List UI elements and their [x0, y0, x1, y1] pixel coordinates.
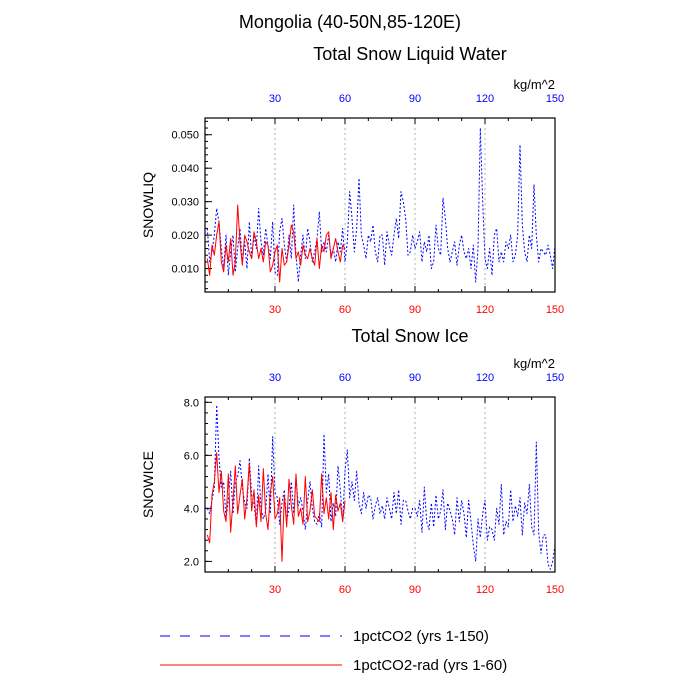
- snowliq-panel: Total Snow Liquid Water kg/m^2 30 30 60 60 90 9…: [140, 44, 564, 316]
- snowliq-units-label: kg/m^2: [513, 77, 555, 92]
- legend-label-1pctco2-rad: 1pctCO2-rad (yrs 1-60): [353, 657, 507, 674]
- snowice-ytick-label: 6.0: [184, 450, 199, 462]
- snowliq-xtick-label-bottom: 30: [269, 304, 281, 316]
- snowliq-series-1pctco2-line: [206, 127, 556, 283]
- snowice-plot-frame: [204, 396, 556, 573]
- snowice-xtick-label-bottom: 120: [476, 584, 494, 596]
- snowice-panel: Total Snow Ice kg/m^2 30 30 60 60 90 90 120 120 15…: [140, 326, 564, 596]
- snowice-xtick-label-bottom: 60: [339, 584, 351, 596]
- snowice-series-1pctco2-line: [206, 404, 556, 570]
- snowice-xtick-label-bottom: 90: [409, 584, 421, 596]
- snowliq-xtick-label-top: 120: [476, 93, 494, 105]
- snowliq-xtick-label-bottom: 120: [476, 304, 494, 316]
- snowliq-ylabel: SNOWLIQ: [140, 172, 156, 238]
- snowice-xtick-label-top: 120: [476, 372, 494, 384]
- legend: 1pctCO2 (yrs 1-150) 1pctCO2-rad (yrs 1-60…: [160, 628, 507, 674]
- snowice-xtick-label-top: 60: [339, 372, 351, 384]
- snowice-xtick-label-top: 30: [269, 372, 281, 384]
- region-title: Mongolia (40-50N,85-120E): [239, 12, 461, 32]
- snowliq-ytick-label: 0.010: [171, 264, 199, 276]
- snowliq-ytick-label: 0.020: [171, 230, 199, 242]
- snowice-ytick-label: 8.0: [184, 397, 199, 409]
- snowice-xtick-label-top: 150: [546, 372, 564, 384]
- legend-label-1pctco2: 1pctCO2 (yrs 1-150): [353, 628, 489, 645]
- snowliq-xtick-label-top: 30: [269, 93, 281, 105]
- snowice-units-label: kg/m^2: [513, 356, 555, 371]
- snowliq-plot-frame: [204, 117, 556, 293]
- snowliq-ytick-label: 0.050: [171, 130, 199, 142]
- snowliq-xtick-label-top: 150: [546, 93, 564, 105]
- snowice-ylabel: SNOWICE: [140, 451, 156, 518]
- snowice-ytick-label: 4.0: [184, 503, 199, 515]
- snowliq-title: Total Snow Liquid Water: [313, 44, 506, 64]
- snowliq-xtick-label-bottom: 90: [409, 304, 421, 316]
- snowice-xtick-label-bottom: 150: [546, 584, 564, 596]
- snowliq-series-1pctco2-rad-line: [206, 204, 346, 283]
- snowice-ytick-label: 2.0: [184, 556, 199, 568]
- snowliq-xtick-label-bottom: 60: [339, 304, 351, 316]
- snowice-series-1pctco2-rad-line: [206, 452, 346, 562]
- snowice-xtick-label-top: 90: [409, 372, 421, 384]
- snowliq-xtick-label-top: 90: [409, 93, 421, 105]
- snowice-title: Total Snow Ice: [351, 326, 468, 346]
- snowliq-ytick-label: 0.030: [171, 197, 199, 209]
- snowliq-xtick-label-top: 60: [339, 93, 351, 105]
- snowliq-xtick-label-bottom: 150: [546, 304, 564, 316]
- snowice-xtick-label-bottom: 30: [269, 584, 281, 596]
- snowliq-ytick-label: 0.040: [171, 163, 199, 175]
